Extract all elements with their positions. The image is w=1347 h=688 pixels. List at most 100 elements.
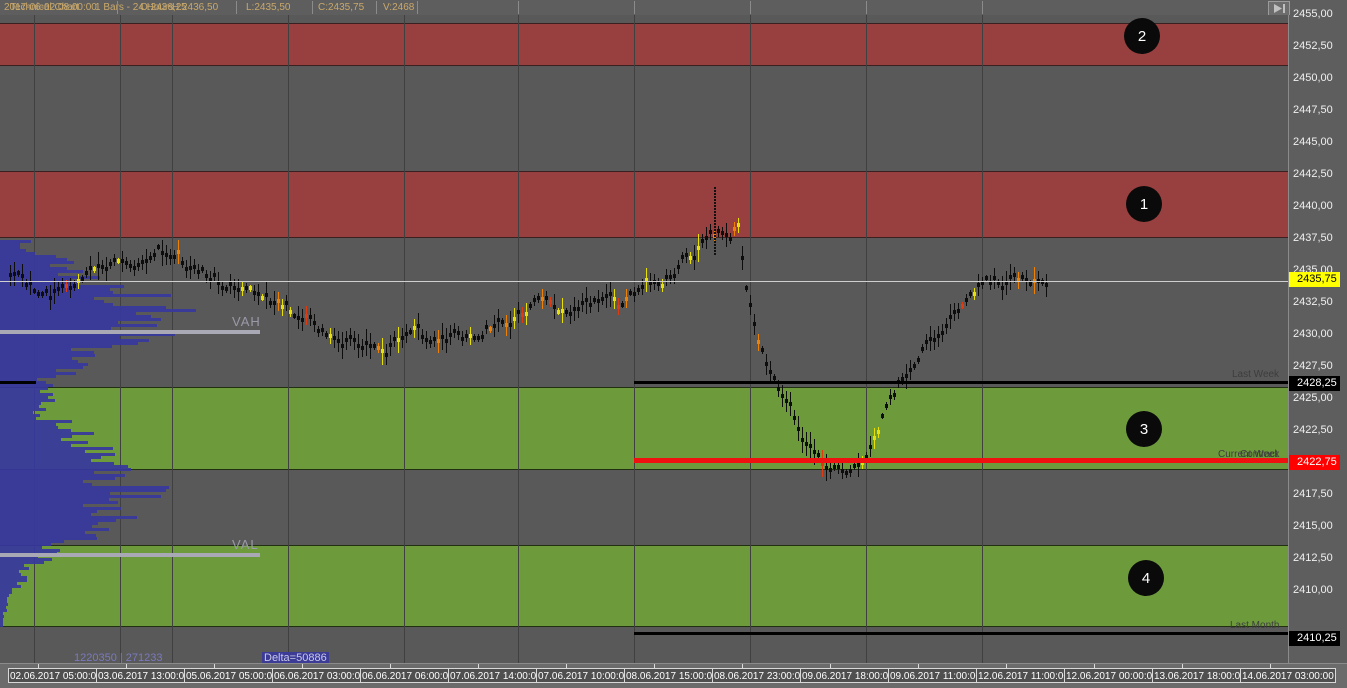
price-bar-body — [257, 292, 260, 297]
price-bar-body — [297, 315, 300, 320]
price-bar-body — [337, 339, 340, 344]
annotation-badge-4[interactable]: 4 — [1128, 560, 1164, 596]
price-tick: 2432,50 — [1293, 296, 1333, 308]
price-bar-body — [481, 334, 484, 339]
price-bar-body — [797, 426, 800, 431]
price-axis[interactable]: 2455,00 2452,50 2450,00 2447,50 2445,00 2442,… — [1288, 8, 1347, 663]
time-label: 13.06.2017 18:00:00 — [1152, 668, 1248, 683]
price-bar-body — [125, 261, 128, 266]
header-instrument: Technical Chart — [10, 2, 79, 13]
time-label: 09.06.2017 18:00:00 — [800, 668, 896, 683]
price-bar-body — [729, 236, 732, 241]
zone-border — [0, 545, 1288, 546]
volume-profile-bar — [0, 483, 93, 486]
annotation-badge-2[interactable]: 2 — [1124, 18, 1160, 54]
price-bar-body — [321, 328, 324, 333]
price-bar-body — [1021, 274, 1024, 279]
price-bar-body — [29, 280, 32, 285]
volume-profile-bar — [0, 372, 77, 375]
price-bar-body — [137, 262, 140, 267]
time-tick — [302, 664, 303, 669]
volume-profile-bar — [0, 447, 114, 450]
price-bar-body — [821, 461, 824, 466]
price-bar-body — [893, 392, 896, 397]
volume-profile-bar — [0, 582, 18, 585]
volume-profile-bar — [0, 618, 3, 621]
price-bar-body — [33, 288, 36, 293]
price-bar-body — [65, 284, 68, 289]
price-bar-body — [1045, 283, 1048, 288]
price-bar-body — [857, 462, 860, 467]
volume-profile-bar — [0, 336, 121, 339]
volume-profile-bar — [0, 624, 3, 627]
price-bar-body — [465, 333, 468, 338]
price-bar-body — [853, 464, 856, 469]
volume-profile-bar — [0, 405, 39, 408]
time-label: 07.06.2017 10:00:00 — [536, 668, 632, 683]
price-bar-body — [961, 303, 964, 308]
price-bar-body — [449, 333, 452, 338]
price-bar-body — [929, 336, 932, 341]
volume-profile-bar — [0, 345, 112, 348]
data-window-header: 2017-06-02 08:00:00 Technical Chart 1 Ba… — [0, 0, 1347, 16]
price-bar-body — [849, 469, 852, 474]
volume-profile-bar — [0, 597, 7, 600]
time-tick — [1182, 664, 1183, 669]
price-bar-body — [289, 310, 292, 315]
price-bar-body — [997, 281, 1000, 286]
price-tick: 2415,00 — [1293, 520, 1333, 532]
price-bar-body — [605, 294, 608, 299]
price-bar-body — [153, 253, 156, 258]
price-bar-body — [385, 352, 388, 357]
price-bar — [714, 202, 716, 204]
volume-profile-bar — [0, 519, 117, 522]
price-tick: 2412,50 — [1293, 552, 1333, 564]
volume-profile-bar — [0, 603, 8, 606]
price-bar — [714, 241, 716, 243]
price-bar-body — [825, 465, 828, 470]
volume-profile-bar — [0, 522, 98, 525]
skip-to-end-icon[interactable] — [1268, 1, 1290, 16]
header-divider — [634, 1, 635, 14]
chart-plot-area[interactable]: VAH VAL Last Week Current Week Contract … — [0, 15, 1288, 663]
time-label: 06.06.2017 03:00:00 — [272, 668, 368, 683]
volume-profile-bar — [0, 456, 101, 459]
price-bar-body — [433, 336, 436, 341]
price-bar-body — [333, 336, 336, 341]
volume-profile-bar — [0, 615, 5, 618]
price-bar — [714, 187, 716, 189]
price-bar — [714, 193, 716, 195]
price-bar-body — [397, 338, 400, 343]
annotation-badge-3[interactable]: 3 — [1126, 411, 1162, 447]
time-label: 09.06.2017 11:00:00 — [888, 668, 984, 683]
price-bar-body — [21, 273, 24, 278]
volume-profile-bar — [0, 573, 22, 576]
last-month-line — [634, 632, 1288, 635]
price-bar-body — [117, 259, 120, 264]
zone-border — [0, 171, 1288, 172]
volume-profile-bar — [0, 312, 136, 315]
price-bar — [714, 190, 716, 192]
header-divider — [117, 1, 118, 14]
session-divider — [288, 15, 289, 663]
volume-profile-bar — [0, 465, 128, 468]
price-tick: 2450,00 — [1293, 72, 1333, 84]
price-bar-body — [473, 335, 476, 340]
volume-profile-bar — [0, 495, 162, 498]
price-bar-body — [205, 274, 208, 279]
price-bar-body — [369, 344, 372, 349]
price-bar-body — [549, 299, 552, 304]
price-bar-body — [457, 330, 460, 335]
price-bar-body — [569, 312, 572, 317]
last-week-line — [634, 381, 1288, 384]
price-bar-body — [661, 283, 664, 288]
zone-border — [0, 626, 1288, 627]
price-bar-body — [521, 313, 524, 318]
price-bar-body — [141, 260, 144, 265]
price-bar-body — [965, 298, 968, 303]
volume-profile-bar — [0, 348, 71, 351]
volume-profile-bar — [0, 366, 84, 369]
time-axis[interactable]: 02.06.2017 05:00:00 03.06.2017 13:00:00 05… — [0, 663, 1347, 688]
annotation-badge-1[interactable]: 1 — [1126, 186, 1162, 222]
volume-profile-bar — [0, 276, 100, 279]
